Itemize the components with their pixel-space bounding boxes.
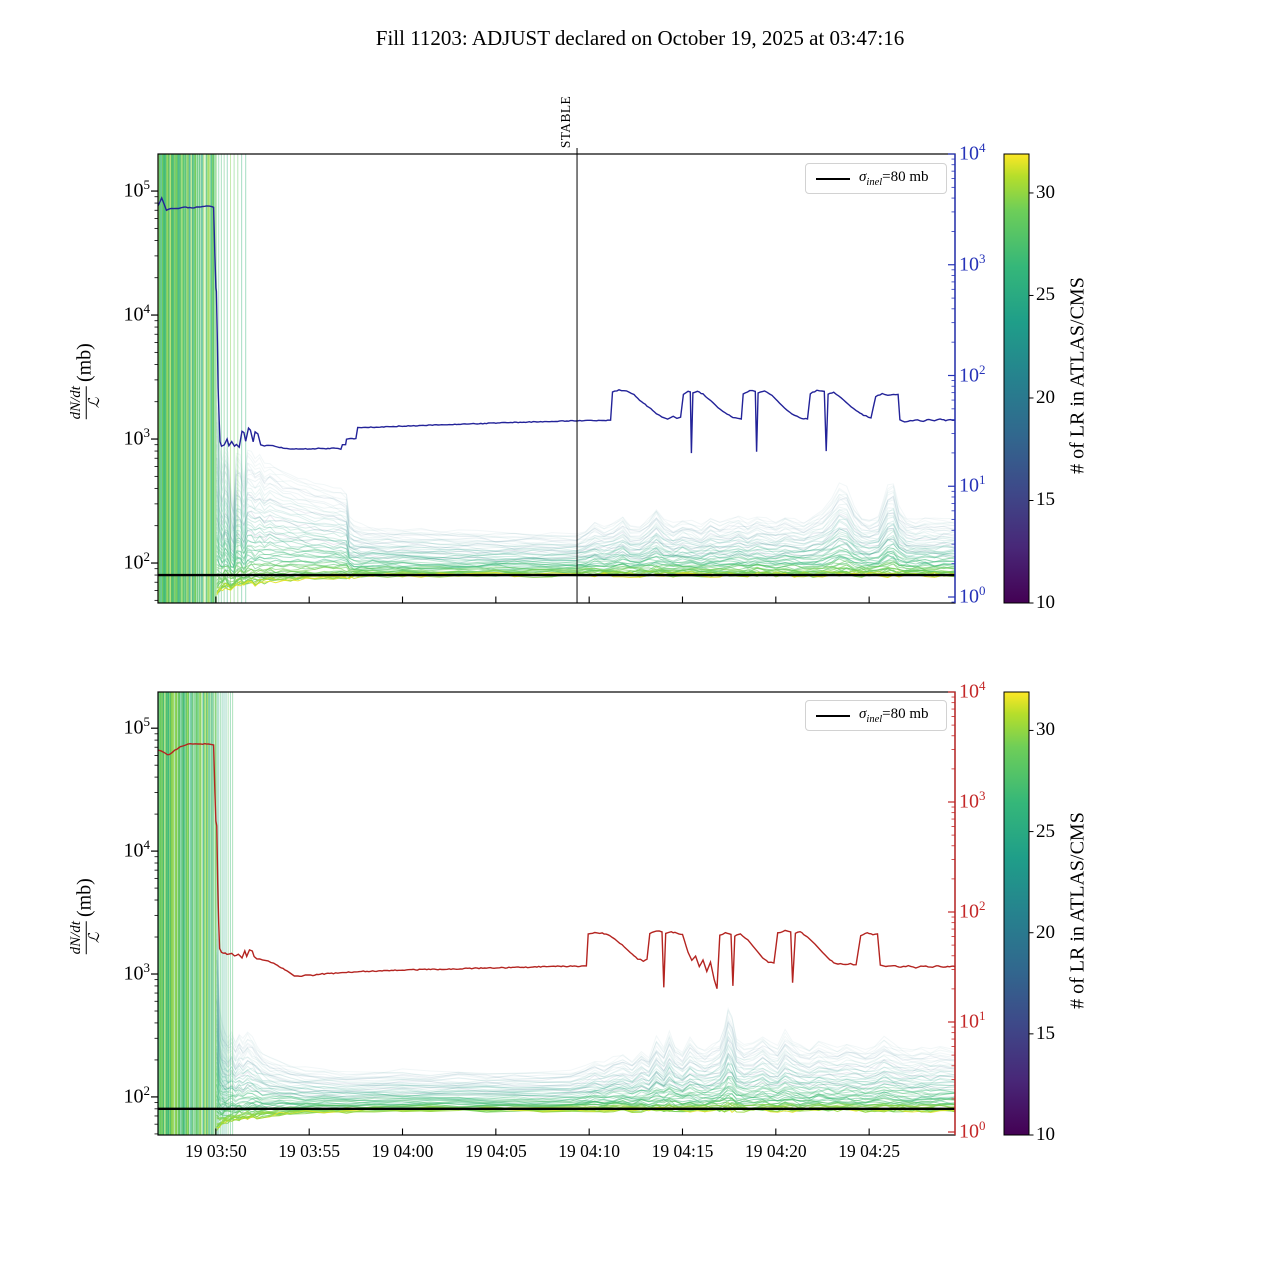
x-tick-label: 19 04:10 bbox=[558, 1141, 621, 1161]
colorbar-label-bottom: # of LR in ATLAS/CMS bbox=[1066, 812, 1089, 1009]
right-axis-tick-label: 104 bbox=[959, 140, 986, 165]
colorbar-tick-label: 30 bbox=[1036, 719, 1055, 741]
luminosity-curve-top bbox=[158, 196, 955, 454]
right-axis-tick-label: 101 bbox=[959, 1008, 986, 1033]
y-tick-label: 104 bbox=[123, 837, 151, 862]
right-axis-tick-label: 102 bbox=[959, 361, 986, 387]
colorbar-tick-label: 25 bbox=[1036, 820, 1055, 842]
right-axis-tick-label: 101 bbox=[959, 472, 986, 497]
y-axis-unit: (mb) bbox=[73, 343, 96, 383]
x-tick-label: 19 04:00 bbox=[371, 1141, 434, 1161]
y-axis-label-top: dN/dt ℒ (mb) bbox=[67, 241, 104, 521]
y-tick-label: 102 bbox=[123, 549, 151, 574]
dndt-over-lumi-fraction: dN/dt ℒ bbox=[67, 921, 103, 955]
y-tick-label: 105 bbox=[123, 714, 151, 739]
y-tick-label: 103 bbox=[123, 960, 151, 985]
colorbar-tick-label: 15 bbox=[1036, 1022, 1055, 1044]
y-axis-unit: (mb) bbox=[73, 878, 96, 918]
colorbar-tick-label: 30 bbox=[1036, 181, 1055, 203]
y-axis-label-bottom: dN/dt ℒ (mb) bbox=[67, 776, 104, 1056]
y-tick-label: 104 bbox=[123, 301, 151, 326]
colorbar-bottom bbox=[1003, 691, 1030, 1136]
y-tick-label: 102 bbox=[123, 1082, 151, 1108]
right-axis-tick-label: 103 bbox=[959, 250, 986, 276]
plot-area-top bbox=[158, 154, 955, 603]
colorbar-tick-label: 15 bbox=[1036, 489, 1055, 511]
legend-entry-sigma-inel: σinel=80 mb bbox=[859, 706, 929, 725]
colorbar-tick-label: 10 bbox=[1036, 1124, 1055, 1145]
right-axis-tick-label: 100 bbox=[959, 583, 986, 608]
right-axis-tick-label: 104 bbox=[959, 678, 986, 703]
x-tick-label: 19 04:20 bbox=[744, 1141, 807, 1161]
x-tick-label: 19 04:25 bbox=[838, 1141, 900, 1161]
legend-top: σinel=80 mb bbox=[805, 163, 947, 194]
x-tick-label: 19 03:55 bbox=[278, 1141, 341, 1161]
y-tick-label: 105 bbox=[123, 177, 151, 202]
x-tick-label: 19 04:15 bbox=[651, 1141, 714, 1161]
luminosity-curve-bottom bbox=[158, 742, 955, 989]
sigma-inel-line-sample bbox=[816, 177, 850, 180]
legend-entry-sigma-inel: σinel=80 mb bbox=[859, 169, 929, 188]
colorbar-tick-label: 25 bbox=[1036, 284, 1055, 306]
figure-title: Fill 11203: ADJUST declared on October 1… bbox=[375, 26, 905, 50]
colorbar-label-top: # of LR in ATLAS/CMS bbox=[1066, 277, 1089, 474]
sigma-inel-line-sample bbox=[816, 714, 850, 717]
colorbar-tick-label: 20 bbox=[1036, 386, 1055, 408]
colorbar-tick-label: 10 bbox=[1036, 592, 1055, 613]
plot-area-bottom bbox=[158, 692, 955, 1135]
dndt-over-lumi-fraction: dN/dt ℒ bbox=[67, 386, 103, 420]
stable-annotation: STABLE bbox=[558, 95, 574, 149]
x-tick-label: 19 04:05 bbox=[464, 1141, 527, 1161]
right-axis-tick-label: 102 bbox=[959, 898, 986, 923]
colorbar-top bbox=[1003, 153, 1030, 604]
legend-bottom: σinel=80 mb bbox=[805, 700, 947, 731]
right-axis-tick-label: 100 bbox=[959, 1118, 986, 1143]
colorbar-tick-label: 20 bbox=[1036, 921, 1055, 943]
y-tick-label: 103 bbox=[123, 425, 151, 450]
x-tick-label: 19 03:50 bbox=[184, 1141, 247, 1161]
right-axis-tick-label: 103 bbox=[959, 788, 986, 813]
